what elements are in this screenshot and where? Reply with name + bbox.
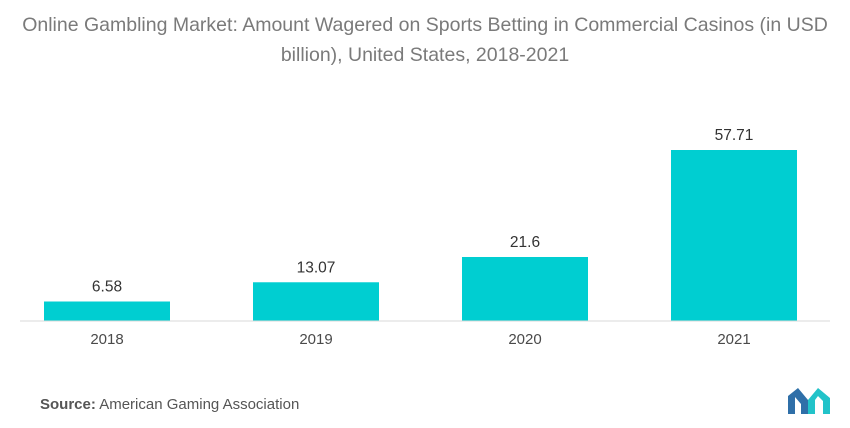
brand-logo-icon [788, 388, 830, 414]
data-label-2021: 57.71 [715, 127, 754, 144]
x-tick-label-2018: 2018 [90, 331, 123, 348]
bar-2019 [253, 282, 379, 321]
source-text: American Gaming Association [99, 396, 300, 413]
data-label-2020: 21.6 [510, 234, 540, 251]
data-label-2018: 6.58 [92, 279, 122, 296]
x-tick-label-2020: 2020 [508, 331, 541, 348]
bar-2020 [462, 256, 588, 321]
bar-2018 [44, 301, 170, 321]
x-tick-label-2019: 2019 [299, 331, 332, 348]
x-tick-label-2021: 2021 [717, 331, 750, 348]
bar-chart: 6.58 2018 13.07 2019 21.6 2020 57.71 2021 [20, 127, 830, 348]
source-label: Source: [40, 396, 96, 413]
data-label-2019: 13.07 [297, 259, 336, 276]
chart-title: Online Gambling Market: Amount Wagered o… [22, 14, 828, 66]
bar-2021 [671, 150, 797, 321]
source-note: Source: American Gaming Association [40, 396, 299, 413]
